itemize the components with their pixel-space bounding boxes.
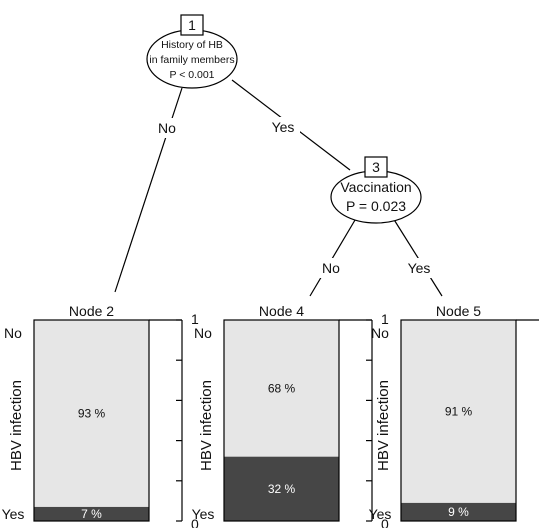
category-label-no: No [4,325,22,341]
bar-no [224,320,339,457]
no-percent-label: 93 % [78,406,106,420]
category-label-yes: Yes [2,506,25,522]
category-label-no: No [194,325,212,341]
node-3-id: 3 [372,159,380,175]
decision-node-3: 3 Vaccination P = 0.023 [330,156,422,224]
edge-node3-to-node5 [392,217,443,297]
tick-label-max: 1 [381,311,389,327]
bar-yes [401,502,516,521]
edge-label-node1-no: No [158,120,176,136]
y-axis-label: HBV infection [375,380,392,471]
y-axis-label: HBV infection [8,380,25,471]
no-percent-label: 68 % [268,381,296,395]
tick-label-max: 1 [191,311,199,327]
tick-label-min: 0 [191,516,199,528]
panel-title: Node 5 [436,303,481,319]
edge-label-node1-yes: Yes [272,119,295,135]
tick-label-min: 0 [381,516,389,528]
bar-no [34,320,149,507]
edge-node3-to-node4 [309,214,359,297]
bar-no [401,320,516,503]
node-1-line-3: P < 0.001 [169,69,214,81]
bar-yes [34,506,149,521]
panel-frame [223,319,340,522]
panel-title: Node 2 [69,303,114,319]
yes-percent-label: 7 % [81,507,102,521]
category-label-yes: Yes [369,506,392,522]
edge-label-node3-no: No [322,260,340,276]
yes-percent-label: 32 % [268,482,296,496]
panel-frame [33,319,150,522]
node-3-line-1: Vaccination [340,179,411,195]
yes-percent-label: 9 % [448,505,469,519]
node-1-id: 1 [188,17,196,33]
leaf-panel-node-2: Node 2 93 % 7 % 1 0 No Yes HBV infection [2,303,199,528]
node-1-line-1: History of HB [161,39,223,51]
node-1-line-2: in family members [149,54,234,66]
y-axis-label: HBV infection [198,380,215,471]
node-3-line-2: P = 0.023 [346,198,406,214]
bar-yes [224,456,339,521]
panel-frame [400,319,517,522]
category-label-yes: Yes [192,506,215,522]
no-percent-label: 91 % [445,404,473,418]
category-label-no: No [371,325,389,341]
edge-label-node3-yes: Yes [408,260,431,276]
leaf-panel-node-4: Node 4 68 % 32 % 1 0 No Yes HBV infection [192,303,389,528]
panel-title: Node 4 [259,303,304,319]
decision-node-1: 1 History of HB in family members P < 0.… [146,14,238,89]
